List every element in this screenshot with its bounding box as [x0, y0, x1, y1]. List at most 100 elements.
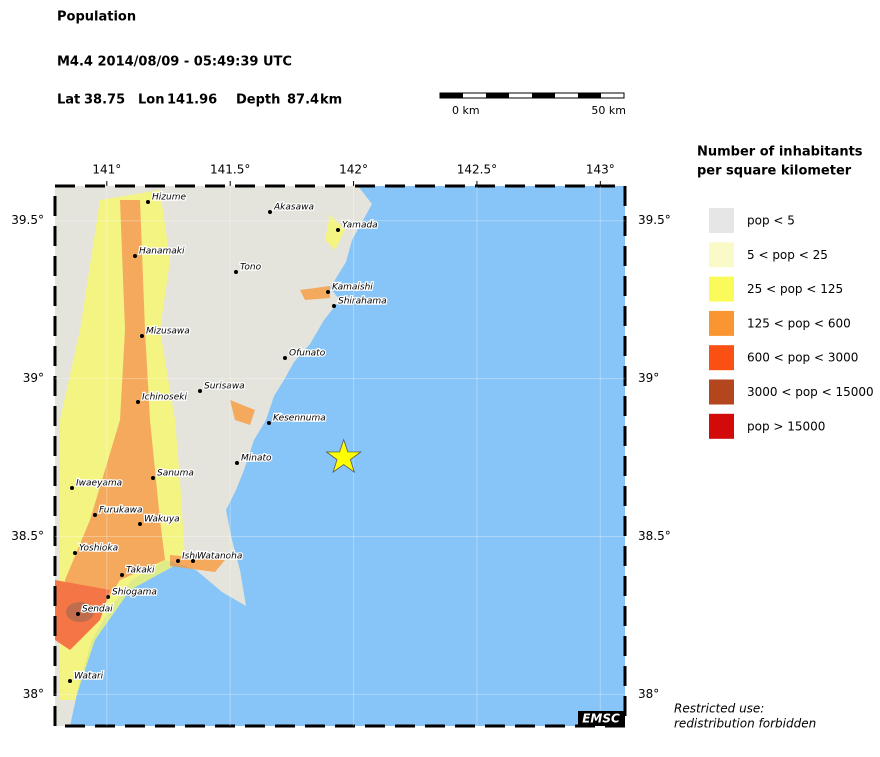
y-tick-label: 39.5° [638, 213, 671, 227]
city-label: Sanuma [157, 469, 194, 479]
city-label: Iwaeyama [76, 479, 122, 489]
city-dot [146, 200, 150, 204]
legend-label: 125 < pop < 600 [747, 316, 851, 330]
city-label: Hanamaki [139, 247, 185, 257]
legend-swatch [709, 310, 734, 336]
city-dot [332, 304, 336, 308]
city-dot [138, 522, 142, 526]
lat-value: 38.75 [84, 93, 125, 108]
city-dot [106, 595, 110, 599]
city-label: Mizusawa [146, 327, 190, 337]
legend-label: 600 < pop < 3000 [747, 351, 858, 365]
legend-label: 3000 < pop < 15000 [747, 385, 874, 399]
city-label: Furukawa [99, 506, 143, 516]
lon-value: 141.96 [167, 93, 217, 108]
city-dot [283, 356, 287, 360]
note: Restricted use: [674, 702, 764, 716]
city-label: Yamada [342, 221, 378, 231]
lat-label: Lat [57, 93, 80, 108]
legend-swatch [709, 208, 734, 233]
legend-swatch [709, 242, 734, 268]
city-dot [76, 612, 80, 616]
city-dot [336, 228, 340, 232]
map-frame [53, 184, 627, 728]
city-label: Minato [241, 454, 272, 464]
city-dot [120, 573, 124, 577]
y-tick-label: 38.5° [11, 529, 44, 543]
ticks: 141° 141.5° 142° 142.5° 143° 38° 38° 38.5° 38.5°… [11, 163, 671, 726]
legend-label: 5 < pop < 25 [747, 248, 828, 262]
legend-swatch [709, 413, 734, 439]
city-dot [140, 334, 144, 338]
legend-title: Number of inhabitants [697, 145, 863, 160]
legend-label: pop < 5 [747, 214, 795, 228]
population-shading [55, 190, 345, 700]
city-label: Ishi [182, 552, 198, 562]
legend-swatch [709, 276, 734, 302]
city-label: Ofunato [289, 349, 326, 359]
city-dot [133, 254, 137, 258]
legend-label: 25 < pop < 125 [747, 282, 843, 296]
city-dot [73, 551, 77, 555]
event: M4.4 2014/08/09 - 05:49:39 UTC [57, 55, 292, 70]
epicenter-star [325, 438, 363, 474]
x-tick-label: 143° [586, 163, 615, 177]
depth-value: 87.4 [287, 93, 319, 108]
y-tick-label: 39° [638, 371, 659, 385]
city-label: Watanoha [197, 552, 242, 562]
x-tick-label: 142° [339, 163, 368, 177]
city-label: Watari [74, 672, 104, 682]
city-label: Shirahama [338, 297, 387, 307]
city-dot [267, 421, 271, 425]
legend-swatch [709, 379, 734, 405]
city-label: Kesennuma [273, 414, 326, 424]
city-label: Tono [240, 263, 262, 273]
city-label: Hizume [152, 193, 186, 203]
x-tick-label: 142.5° [457, 163, 497, 177]
y-tick-label: 38° [23, 687, 44, 701]
legend-swatch [709, 345, 734, 371]
city-dot [70, 486, 74, 490]
legend-label: pop > 15000 [747, 419, 825, 433]
scale-start: 0 km [452, 104, 480, 117]
depth-label: Depth [236, 93, 280, 108]
lon-label: Lon [138, 93, 164, 108]
city-dot [234, 270, 238, 274]
city-label: Yoshioka [79, 544, 118, 554]
city-label: Ichinoseki [142, 393, 187, 403]
city-dot [93, 513, 97, 517]
legend: pop < 5 5 < pop < 25 25 < pop < 125 125 < p… [709, 208, 874, 439]
city-dot [235, 461, 239, 465]
city-dot [268, 210, 272, 214]
y-tick-label: 39.5° [11, 213, 44, 227]
scale-bar [439, 92, 625, 99]
x-tick-label: 141.5° [210, 163, 250, 177]
city-label: Shiogama [112, 588, 157, 598]
y-tick-label: 38.5° [638, 529, 671, 543]
city-dot [151, 476, 155, 480]
city-label: Akasawa [273, 203, 314, 213]
legend-title: per square kilometer [697, 164, 852, 179]
city-label: Takaki [126, 566, 155, 576]
city-label: Surisawa [204, 382, 245, 392]
y-tick-label: 38° [638, 687, 659, 701]
logo: EMSC [582, 712, 620, 726]
title: Population [57, 10, 136, 25]
city-dot [198, 389, 202, 393]
city-dot [326, 290, 330, 294]
city-dot [68, 679, 72, 683]
depth-unit: km [320, 93, 342, 108]
city-dot [191, 559, 195, 563]
city-label: Wakuya [144, 515, 180, 525]
epicenter [325, 438, 363, 474]
logo-box [578, 711, 625, 726]
city-dot [176, 559, 180, 563]
city-dot [136, 400, 140, 404]
note: redistribution forbidden [674, 717, 816, 731]
x-tick-label: 141° [92, 163, 121, 177]
cities: Hizume Akasawa Yamada Hanamaki Tono Kamaishi S… [68, 191, 388, 683]
scale-end: 50 km [591, 104, 626, 117]
city-label: Kamaishi [332, 283, 373, 293]
y-tick-label: 39° [23, 371, 44, 385]
